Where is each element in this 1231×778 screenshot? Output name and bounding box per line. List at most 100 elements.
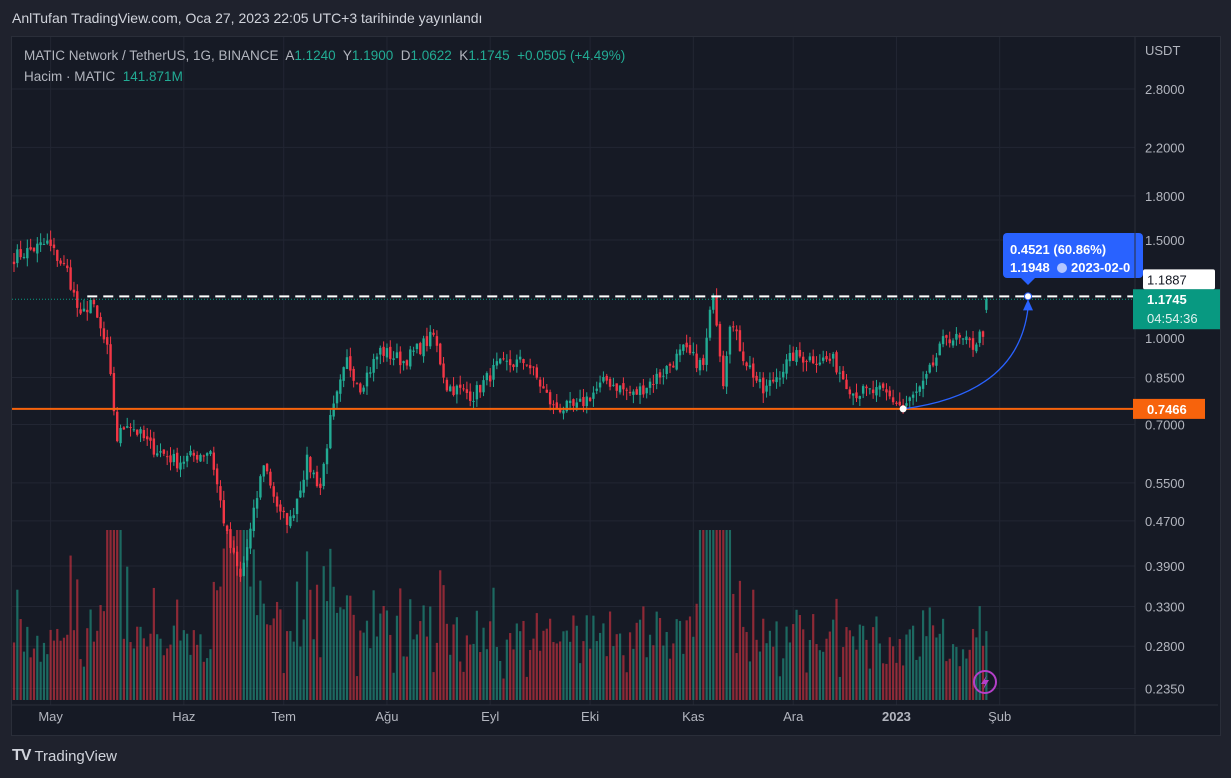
tradingview-logo[interactable]: TV TradingView xyxy=(12,747,117,765)
candle-body xyxy=(515,359,519,367)
volume-bar xyxy=(369,648,372,700)
time-tick: Haz xyxy=(172,709,195,724)
price-tick: 1.0000 xyxy=(1145,331,1185,346)
volume-bar xyxy=(345,595,349,700)
volume-bar xyxy=(92,641,96,700)
candle-body xyxy=(975,344,978,352)
candle-body xyxy=(722,355,725,387)
volume-bar xyxy=(462,671,465,700)
anchor-point xyxy=(899,405,907,413)
volume-bar xyxy=(402,656,405,700)
volume-bar xyxy=(312,639,315,700)
volume-bar xyxy=(785,626,788,700)
candle-body xyxy=(202,455,206,457)
volume-bar xyxy=(129,642,132,700)
volume-bar xyxy=(119,530,122,700)
volume-bar xyxy=(139,626,142,700)
candle-body xyxy=(162,449,166,454)
volume-bar xyxy=(196,644,199,700)
volume-bar xyxy=(69,555,72,700)
candle-body xyxy=(555,402,558,409)
volume-bar xyxy=(122,638,125,700)
candle-body xyxy=(562,410,565,414)
volume-bar xyxy=(738,580,742,700)
candle-body xyxy=(132,429,136,431)
candle-body xyxy=(142,430,146,439)
volume-bar xyxy=(285,631,289,700)
price-tick: 0.8500 xyxy=(1145,370,1185,385)
candle-body xyxy=(858,396,862,399)
candle-body xyxy=(602,377,605,382)
candle-body xyxy=(116,411,119,442)
candle-body xyxy=(518,356,522,360)
candle-body xyxy=(502,358,505,360)
volume-bar xyxy=(226,530,229,700)
candle-body xyxy=(452,386,455,396)
clock-icon xyxy=(1057,263,1067,273)
candle-body xyxy=(891,397,895,403)
volume-bar xyxy=(582,641,585,700)
candle-body xyxy=(678,349,682,356)
lightning-icon[interactable] xyxy=(973,670,997,694)
candle-body xyxy=(179,462,182,470)
volume-bar xyxy=(305,551,309,700)
candle-body xyxy=(705,337,708,365)
candle-body xyxy=(948,339,951,344)
candle-body xyxy=(718,324,722,357)
candle-body xyxy=(532,366,535,368)
candle-body xyxy=(172,453,176,463)
volume-bar xyxy=(166,648,169,700)
candle-body xyxy=(469,391,472,401)
candle-body xyxy=(668,363,672,366)
candle-body xyxy=(422,338,425,357)
volume-bar xyxy=(951,644,955,700)
volume-bar xyxy=(815,644,818,700)
candle-body xyxy=(29,247,32,250)
volume-bar xyxy=(275,601,279,700)
volume-bar xyxy=(442,585,445,700)
candle-body xyxy=(712,296,715,310)
volume-bar xyxy=(978,606,981,700)
candle-body xyxy=(672,365,675,368)
volume-bar xyxy=(29,657,32,700)
volume-label[interactable]: Hacim · MATIC xyxy=(24,69,116,84)
candle-body xyxy=(925,374,928,379)
candle-body xyxy=(548,392,552,405)
candle-body xyxy=(359,383,362,393)
volume-bar xyxy=(102,611,106,700)
candle-body xyxy=(372,358,375,373)
currency-label: USDT xyxy=(1145,43,1180,58)
volume-bar xyxy=(695,603,698,700)
candle-body xyxy=(682,344,685,351)
candle-body xyxy=(482,380,485,393)
volume-bar xyxy=(479,652,482,700)
candle-body xyxy=(425,336,429,346)
brand-name: TradingView xyxy=(34,747,117,765)
volume-bar xyxy=(692,636,695,700)
volume-bar xyxy=(339,607,342,700)
volume-bar xyxy=(895,662,898,700)
volume-bar xyxy=(255,615,259,700)
volume-bar xyxy=(192,630,195,700)
candle-body xyxy=(845,379,848,390)
chart-legend: MATIC Network / TetherUS, 1G, BINANCE A1… xyxy=(24,45,625,87)
volume-bar xyxy=(898,639,901,700)
volume-bar xyxy=(246,530,249,700)
volume-bar xyxy=(509,633,512,700)
candle-body xyxy=(385,348,389,358)
volume-bar xyxy=(938,633,941,700)
volume-bar xyxy=(688,616,692,700)
candle-body xyxy=(475,385,479,400)
candle-body xyxy=(875,387,878,396)
volume-bar xyxy=(162,655,165,700)
symbol-title[interactable]: MATIC Network / TetherUS, 1G, BINANCE xyxy=(24,48,279,63)
candle-body xyxy=(279,504,282,512)
volume-bar xyxy=(489,621,492,700)
volume-bar xyxy=(878,643,881,700)
volume-bar xyxy=(808,639,811,700)
volume-bar xyxy=(632,648,635,700)
volume-bar xyxy=(605,656,608,700)
volume-bar xyxy=(931,625,935,700)
time-tick: 2023 xyxy=(882,709,911,724)
